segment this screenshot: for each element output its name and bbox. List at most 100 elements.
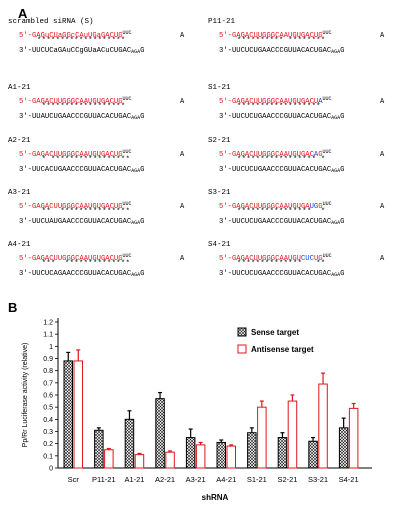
antisense-bar [318, 383, 328, 469]
legend-label-antisense: Antisense target [251, 345, 314, 354]
y-tick-label: 0.5 [43, 405, 53, 412]
y-axis-label: Pp/Rr Luciferase activity (relative) [22, 343, 29, 448]
pairing-stars: ************** ** [237, 260, 326, 268]
loop-label: A [180, 255, 185, 263]
construct-name: S4-21 [208, 241, 231, 249]
y-tick-label: 0.8 [43, 368, 53, 375]
antisense-strand: 3′-UUCUCAGAACCCGUUACACUGACAGAG [19, 270, 145, 278]
pairing-stars: ***************** * [237, 156, 326, 164]
sense-strand: 5′-GAGACUUGGGCAAUGUGACUAUUC [219, 96, 332, 106]
y-tick-label: 0.2 [43, 441, 53, 448]
antisense-strand: 3′-UUCUCUGAACCCGUUACACUGACAGAG [219, 47, 345, 55]
sense-bar [247, 432, 257, 469]
antisense-strand: 3′-UUCUAUGAACCCGUUACACUGACAGAG [19, 218, 145, 226]
x-tick-label: P11-21 [92, 475, 116, 484]
antisense-strand: 3′-UUCUCUGAACCCGUUACACUGACAGAG [219, 166, 345, 174]
construct-name: A4-21 [8, 241, 31, 249]
loop-label: A [380, 151, 385, 159]
sense-bar [338, 427, 349, 469]
sequence-block: S4-21 5′-GAGACUUGGGCAAUGUCUCUGUUC ********… [208, 241, 398, 299]
loop-label: A [180, 32, 185, 40]
antisense-strand: 3′-UUCUCaGAuCCgGUaACuCUGACAGAG [19, 47, 145, 55]
loop-label: A [180, 98, 185, 106]
pairing-stars: *** ************** [37, 260, 131, 268]
sense-bar [185, 437, 196, 469]
sense-bar [216, 441, 226, 469]
antisense-strand: 3′-UUCUCUGAACCCGUUACACUGACAGAG [219, 270, 345, 278]
x-tick-label: S2-21 [277, 475, 297, 484]
y-tick-label: 1 [49, 344, 53, 351]
construct-name: S3-21 [208, 189, 231, 197]
sense-strand: 5′-GAGACUUGGGCAAUGUGACUGUUC [19, 96, 132, 106]
y-tick-label: 0.3 [43, 429, 53, 436]
x-tick-label: A4-21 [216, 475, 236, 484]
y-tick-label: 1.2 [43, 320, 53, 327]
sequence-block: A3-21 5′-GAGACUUGGGCAAUGUGACUGUUC ** ****… [8, 189, 198, 247]
antisense-bar [134, 454, 145, 469]
sense-bar [155, 398, 165, 469]
antisense-bar [257, 406, 267, 469]
antisense-strand: 3′-UUCUCUGAACCCGUUACACUGACAGAG [219, 113, 345, 121]
sequence-block: A1-21 5′-GAGACUUGGGCAAUGUGACUGUUC *******… [8, 84, 198, 142]
x-tick-label: A3-21 [186, 475, 206, 484]
sense-strand: 5′-GAGuCUaGGcCAuUGaGACUGUUC [19, 30, 132, 40]
antisense-bar [226, 445, 236, 469]
sense-strand: 5′-GAGACUUGGGCAAUGUGACAGUUC [219, 149, 332, 159]
antisense-bar [104, 449, 114, 469]
construct-name: A2-21 [8, 137, 31, 145]
y-tick-label: 0.6 [43, 393, 53, 400]
x-tick-label: S4-21 [339, 475, 359, 484]
sense-bar [124, 418, 135, 469]
y-tick-label: 0.9 [43, 356, 53, 363]
sense-strand: 5′-GAGACUUGGGCAAUGUGACUGUUC [219, 30, 332, 40]
antisense-strand: 3′-UUCUCUGAACCCGUUACACUGACAGAG [219, 218, 345, 226]
construct-name: A1-21 [8, 84, 31, 92]
sequence-block: A2-21 5′-GAGACUUGGGCAAUGUGACUGUUC * *****… [8, 137, 198, 195]
construct-name: P11-21 [208, 18, 236, 26]
luciferase-bar-chart: 0 0.1 0.2 0.3 0.4 0.5 0.6 0.7 0.8 0.9 1 1.1 1.2 Pp/Rr… [22, 318, 372, 502]
sense-strand: 5′-GAGACUUGGGCAAUGUGAUGGUUC [219, 201, 332, 211]
sequence-block: S2-21 5′-GAGACUUGGGCAAUGUGACAGUUC ********… [208, 137, 398, 195]
antisense-bar [287, 400, 298, 469]
y-tick-label: 0.7 [43, 380, 53, 387]
sense-strand: 5′-GAGACUUGGGCAAUGUGACUGUUC [19, 201, 132, 211]
sense-bar [94, 429, 104, 469]
construct-name: A3-21 [8, 189, 31, 197]
x-tick-label: S1-21 [247, 475, 267, 484]
antisense-strand: 3′-UUCACUGAACCCGUUACACUGACAGAG [19, 166, 145, 174]
loop-label: A [380, 32, 385, 40]
y-tick-label: 0 [49, 466, 53, 473]
sense-strand: 5′-GAGACUUGGGCAAUGUGACUGUUC [19, 253, 132, 263]
pairing-stars: ****************** [237, 103, 326, 111]
sense-bar [63, 360, 73, 469]
x-tick-label: A1-21 [124, 475, 144, 484]
y-tick-label: 0.1 [43, 453, 53, 460]
loop-label: A [380, 98, 385, 106]
pairing-stars: ** *************** [37, 208, 131, 216]
antisense-bar [73, 360, 83, 469]
pairing-stars: ********** ******** [237, 37, 326, 45]
sequence-block: S1-21 5′-GAGACUUGGGCAAUGUGACUAUUC ********… [208, 84, 398, 142]
pairing-stars: ******************* [37, 37, 126, 45]
pairing-stars: ****************** [37, 103, 126, 111]
loop-label: A [180, 203, 185, 211]
antisense-bar [165, 451, 175, 469]
construct-name: S1-21 [208, 84, 231, 92]
sense-strand: 5′-GAGACUUGGGCAAUGUGACUGUUC [19, 149, 132, 159]
sense-bar [277, 437, 288, 469]
sequence-block: scrambled siRNA (S) 5′-GAGuCUaGGcCAuUGaGA… [8, 18, 198, 76]
loop-label: A [180, 151, 185, 159]
antisense-strand: 3′-UUAUCUGAACCCGUUACACUGACAGAG [19, 113, 145, 121]
x-tick-label: Scr [68, 475, 80, 484]
construct-name: scrambled siRNA (S) [8, 18, 94, 26]
legend-swatch-antisense [237, 344, 247, 354]
y-tick-label: 0.4 [43, 417, 53, 424]
panel-a-letter: A [18, 6, 28, 21]
x-axis-label: shRNA [202, 493, 229, 502]
legend-label-sense: Sense target [251, 328, 299, 337]
antisense-bar [195, 444, 206, 469]
sense-bar [308, 440, 318, 469]
construct-name: S2-21 [208, 137, 231, 145]
panel-b-letter: B [8, 300, 18, 315]
y-tick-label: 1.1 [43, 332, 53, 339]
